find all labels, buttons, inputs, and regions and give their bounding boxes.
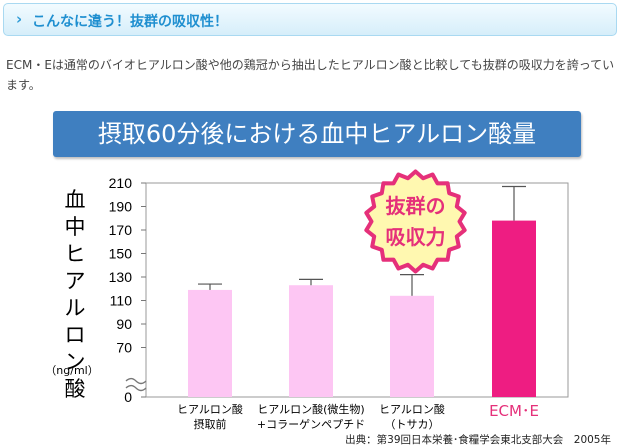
y-tick-label: 190 (109, 199, 133, 215)
bar (390, 295, 434, 397)
y-tick-label: 110 (110, 293, 133, 309)
y-tick-label: 90 (116, 316, 132, 332)
y-tick-label: 210 (109, 175, 133, 191)
badge-line-2: 吸収力 (385, 225, 446, 249)
y-tick-label: 0 (124, 389, 132, 405)
section-header: › こんなに違う！抜群の吸収性！ (3, 3, 617, 36)
bar (188, 289, 232, 397)
category-label: ヒアルロン酸 (177, 402, 243, 416)
bar (492, 220, 536, 397)
chevron-right-icon: › (16, 10, 23, 28)
category-label: ヒアルロン酸 (379, 402, 445, 416)
axis-break-mark (125, 377, 147, 392)
section-title: こんなに違う！抜群の吸収性！ (32, 14, 228, 30)
category-label: 摂取前 (194, 417, 227, 431)
y-tick-label: 130 (109, 269, 133, 285)
source-citation: 出典：第39回日本栄養･食糧学会東北支部大会 2005年 (345, 434, 611, 446)
badge-burst-shape (364, 169, 467, 274)
intro-text: ECM・Eは通常のバイオヒアルロン酸や他の鶏冠から抽出したヒアルロン酸と比較して… (6, 58, 615, 92)
y-tick-label: 170 (109, 222, 133, 238)
y-axis-label: 血中ヒアルロン酸 (64, 188, 86, 401)
bar (289, 285, 333, 397)
category-label: +コラーゲンペプチド (257, 418, 365, 431)
y-axis-unit: （ng/ml） (45, 364, 99, 377)
category-label: ECM･E (489, 402, 539, 420)
category-label: ヒアルロン酸(微生物) (257, 402, 364, 416)
chart-title: 摂取60分後における血中ヒアルロン酸量 (53, 111, 581, 157)
category-label: （トサカ） (385, 418, 440, 431)
y-tick-label: 70 (116, 340, 132, 356)
y-tick-label: 150 (109, 246, 133, 262)
highlight-badge: 抜群の 吸収力 (362, 168, 469, 275)
badge-line-1: 抜群の (385, 194, 446, 218)
